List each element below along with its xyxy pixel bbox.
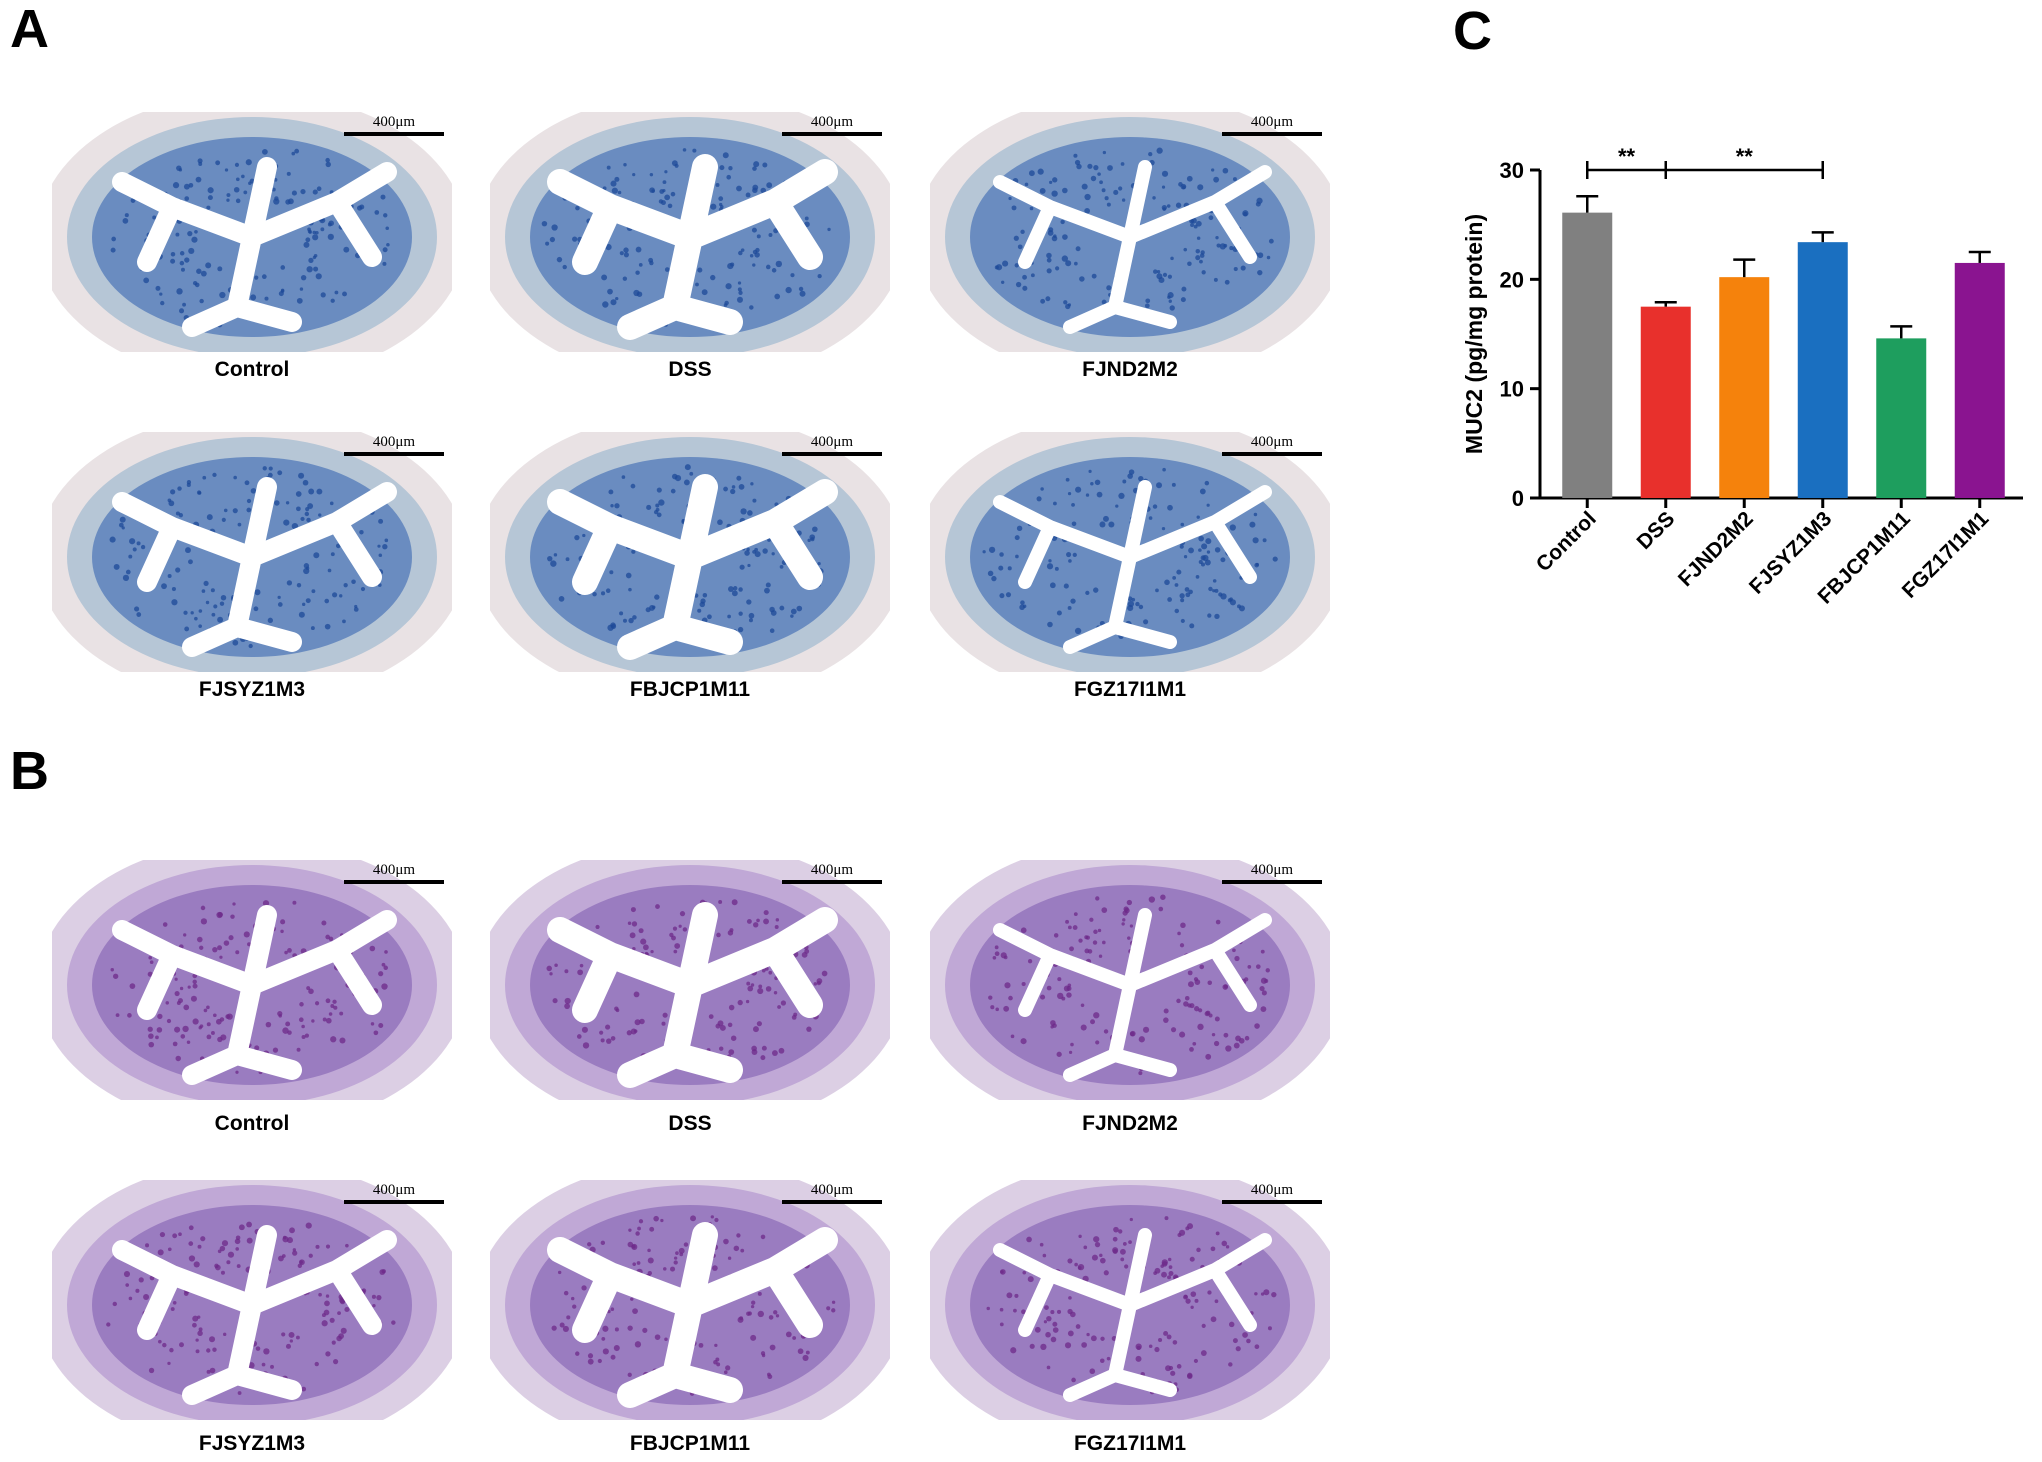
scale-bar-line (782, 1200, 882, 1204)
bar-dss (1640, 306, 1691, 498)
scale-bar: 400μm (1222, 434, 1322, 456)
scale-bar: 400μm (1222, 862, 1322, 884)
scale-bar: 400μm (782, 1182, 882, 1204)
scale-bar-line (344, 1200, 444, 1204)
scale-bar-label: 400μm (810, 114, 854, 130)
scale-bar-line (344, 452, 444, 456)
muc2-bar-chart: 0 10 20 30 MUC2 (pg/mg protein) Control DSS FJN… (1440, 110, 2042, 630)
scale-bar: 400μm (782, 862, 882, 884)
scale-bar: 400μm (344, 434, 444, 456)
x-tick-label: DSS (1632, 507, 1679, 554)
micrograph-label: FBJCP1M11 (629, 678, 751, 701)
x-tick-label: FJND2M2 (1674, 507, 1758, 591)
scale-bar-line (1222, 132, 1322, 136)
bar-fgz17i1m1 (1954, 262, 2005, 498)
y-tick-label: 10 (1500, 377, 1524, 402)
bar-fjsyz1m3 (1797, 242, 1848, 498)
micrograph-b-4: 400μm (52, 1180, 452, 1420)
significance-label: ** (1736, 144, 1754, 169)
x-tick-label: Control (1532, 507, 1601, 576)
micrograph-label: FJND2M2 (1082, 1112, 1178, 1135)
scale-bar-label: 400μm (1250, 1182, 1294, 1198)
panel-a-letter: A (10, 0, 49, 59)
micrograph-a-1: 400μm (52, 112, 452, 352)
scale-bar-line (782, 132, 882, 136)
micrograph-label: Control (214, 1112, 290, 1135)
micrograph-label: FJSYZ1M3 (198, 1432, 306, 1455)
y-tick-label: 0 (1512, 486, 1524, 511)
micrograph-b-3: 400μm (930, 860, 1330, 1100)
micrograph-a-4: 400μm (52, 432, 452, 672)
micrograph-label: Control (214, 358, 290, 381)
scale-bar: 400μm (1222, 114, 1322, 136)
micrograph-label: FBJCP1M11 (629, 1432, 751, 1455)
y-tick-label: 20 (1500, 267, 1524, 292)
bar-fbjcp1m11 (1876, 338, 1927, 498)
scale-bar-line (1222, 452, 1322, 456)
micrograph-b-1: 400μm (52, 860, 452, 1100)
scale-bar-label: 400μm (1250, 114, 1294, 130)
scale-bar-line (782, 880, 882, 884)
scale-bar: 400μm (344, 862, 444, 884)
scale-bar: 400μm (1222, 1182, 1322, 1204)
panel-b-letter: B (10, 741, 49, 801)
micrograph-label: FGZ17I1M1 (1073, 1432, 1187, 1455)
micrograph-label: FJSYZ1M3 (198, 678, 306, 701)
micrograph-label: DSS (668, 1112, 712, 1135)
scale-bar-label: 400μm (372, 114, 416, 130)
scale-bar-label: 400μm (810, 1182, 854, 1198)
scale-bar-line (1222, 880, 1322, 884)
micrograph-a-3: 400μm (930, 112, 1330, 352)
significance-label: ** (1618, 144, 1636, 169)
micrograph-b-5: 400μm (490, 1180, 890, 1420)
scale-bar-label: 400μm (372, 862, 416, 878)
bar-fjnd2m2 (1719, 277, 1770, 498)
micrograph-b-2: 400μm (490, 860, 890, 1100)
bar-control (1562, 212, 1613, 498)
micrograph-label: FGZ17I1M1 (1073, 678, 1187, 701)
scale-bar-line (344, 880, 444, 884)
scale-bar-label: 400μm (810, 434, 854, 450)
scale-bar: 400μm (344, 114, 444, 136)
scale-bar: 400μm (782, 434, 882, 456)
scale-bar-label: 400μm (1250, 862, 1294, 878)
scale-bar-label: 400μm (372, 434, 416, 450)
scale-bar-label: 400μm (1250, 434, 1294, 450)
y-axis-title: MUC2 (pg/mg protein) (1461, 214, 1487, 454)
y-tick-label: 30 (1500, 158, 1524, 183)
micrograph-label: FJND2M2 (1082, 358, 1178, 381)
micrograph-a-2: 400μm (490, 112, 890, 352)
panel-c-letter: C (1453, 1, 1492, 61)
scale-bar: 400μm (782, 114, 882, 136)
scale-bar: 400μm (344, 1182, 444, 1204)
micrograph-b-6: 400μm (930, 1180, 1330, 1420)
micrograph-a-5: 400μm (490, 432, 890, 672)
chart-canvas: 0 10 20 30 MUC2 (pg/mg protein) Control DSSFJN… (1461, 144, 2023, 609)
micrograph-a-6: 400μm (930, 432, 1330, 672)
scale-bar-label: 400μm (810, 862, 854, 878)
scale-bar-line (1222, 1200, 1322, 1204)
scale-bar-line (344, 132, 444, 136)
micrograph-label: DSS (668, 358, 712, 381)
scale-bar-line (782, 452, 882, 456)
scale-bar-label: 400μm (372, 1182, 416, 1198)
